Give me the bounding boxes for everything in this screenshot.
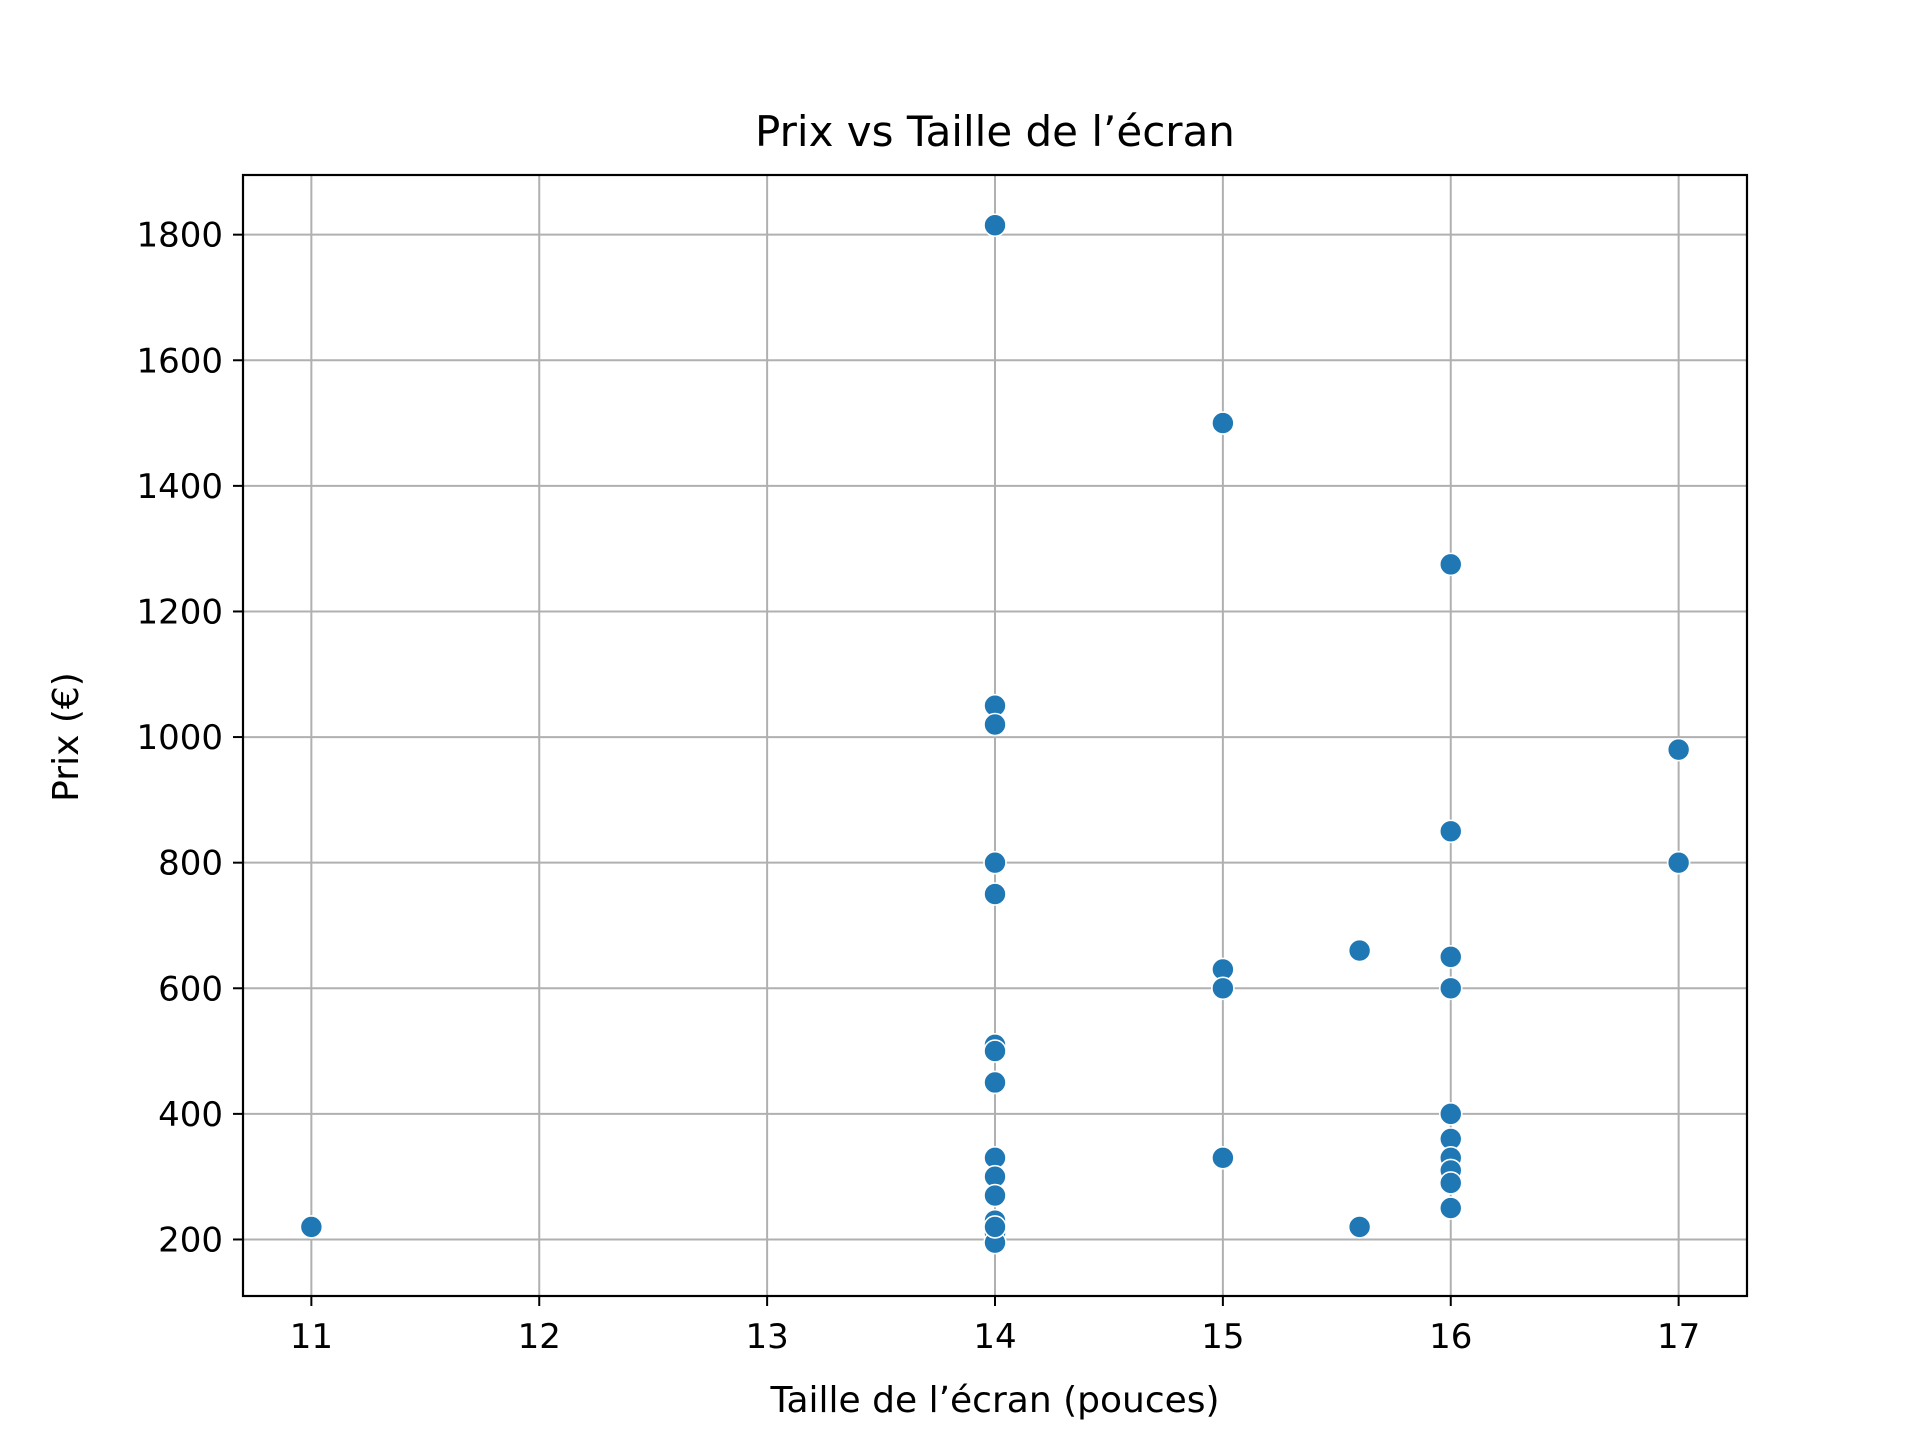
data-point (1347, 1215, 1372, 1239)
data-point (983, 882, 1007, 906)
data-point (1211, 976, 1235, 1001)
data-point (983, 1039, 1007, 1063)
data-point (1211, 1146, 1235, 1170)
x-tick-label: 11 (290, 1317, 333, 1357)
grid (243, 175, 1747, 1296)
data-point (1666, 737, 1691, 762)
y-tick-label: 800 (158, 844, 223, 884)
x-tick-label: 17 (1657, 1317, 1700, 1357)
data-point (1438, 945, 1463, 969)
data-point (1438, 819, 1463, 844)
chart-title: Prix vs Taille de l’écran (755, 107, 1235, 156)
data-point (983, 850, 1007, 875)
data-point (1666, 850, 1691, 875)
y-axis-ticks: 200 400 600 800 1000 1200 1400 1600 1800 (136, 216, 243, 1260)
data-points (299, 213, 1691, 1255)
data-point (983, 1183, 1007, 1208)
x-tick-label: 14 (973, 1317, 1016, 1357)
data-point (1438, 552, 1463, 577)
data-point (1438, 1171, 1463, 1195)
x-tick-label: 12 (518, 1317, 561, 1357)
x-axis-ticks: 11 12 13 14 15 16 17 (290, 1296, 1700, 1357)
y-tick-label: 600 (158, 969, 223, 1009)
data-point (299, 1215, 324, 1239)
y-tick-label: 1000 (136, 718, 223, 758)
data-point (983, 213, 1007, 238)
y-axis-label: Prix (€) (46, 672, 87, 802)
data-point (983, 712, 1007, 737)
y-tick-label: 1400 (136, 467, 223, 507)
data-point (983, 1070, 1007, 1095)
y-tick-label: 400 (158, 1095, 223, 1135)
x-axis-label: Taille de l’écran (pouces) (769, 1380, 1219, 1421)
y-tick-label: 1800 (136, 216, 223, 256)
x-tick-label: 16 (1429, 1317, 1472, 1357)
data-point (983, 1215, 1007, 1239)
data-point (1438, 1196, 1463, 1220)
y-tick-label: 1600 (136, 341, 223, 381)
y-tick-label: 200 (158, 1220, 223, 1260)
y-tick-label: 1200 (136, 592, 223, 632)
data-point (1347, 938, 1372, 963)
x-tick-label: 15 (1201, 1317, 1244, 1357)
data-point (1438, 976, 1463, 1001)
data-point (1211, 411, 1235, 435)
x-tick-label: 13 (745, 1317, 788, 1357)
data-point (1438, 1102, 1463, 1126)
